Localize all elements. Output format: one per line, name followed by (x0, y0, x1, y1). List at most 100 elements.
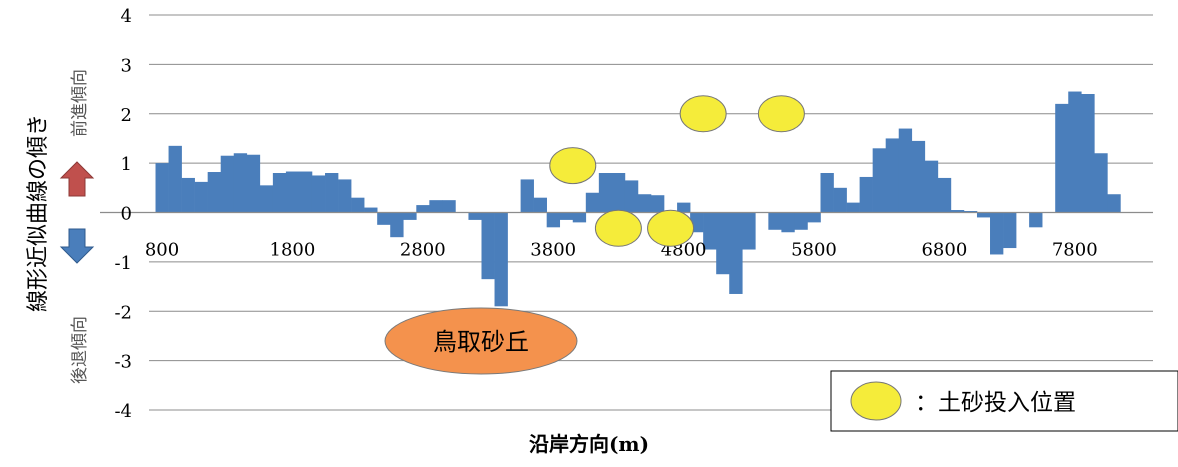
bar (194, 181, 208, 213)
bar (207, 172, 222, 213)
bar (520, 179, 534, 213)
dune-label: 鳥取砂丘 (433, 328, 529, 356)
bar (859, 176, 873, 213)
bar (820, 173, 834, 213)
bar (872, 148, 887, 213)
y-tick-label: 1 (121, 154, 132, 175)
bar (481, 212, 495, 280)
sand-marker (679, 95, 727, 133)
sand-marker (757, 95, 805, 133)
legend-label: ：土砂投入位置 (915, 390, 1076, 416)
bar (559, 212, 574, 220)
bar (494, 212, 508, 307)
x-tick-label: 2800 (400, 240, 446, 261)
bar (1107, 194, 1121, 213)
bar (794, 212, 808, 230)
bar (833, 187, 847, 213)
bar (1055, 103, 1069, 213)
bar (155, 163, 169, 213)
up-arrow-icon (59, 161, 95, 197)
legend-marker-icon (850, 381, 902, 421)
bar (976, 212, 991, 218)
advance-label: 前進傾向 (70, 69, 90, 137)
bar (807, 212, 821, 223)
bar (325, 173, 339, 213)
bar (624, 180, 639, 213)
bar (716, 212, 730, 275)
y-tick-label: -3 (114, 352, 132, 373)
bar (637, 194, 652, 213)
bar (572, 212, 587, 223)
bar (246, 154, 261, 213)
bar (403, 212, 417, 220)
bar (442, 200, 456, 213)
bar (220, 155, 235, 213)
sand-marker (594, 209, 642, 247)
bar (729, 212, 743, 294)
retreat-label: 後退傾向 (70, 316, 90, 384)
sand-marker (647, 209, 695, 247)
bar (742, 212, 756, 250)
y-tick-label: -1 (114, 253, 132, 274)
bar (351, 197, 365, 213)
y-tick-label: -4 (114, 401, 132, 422)
sand-marker (549, 147, 597, 185)
dune-ellipse (384, 307, 578, 375)
bar (285, 171, 300, 213)
bar (390, 212, 404, 238)
tottori-dune-callout: 鳥取砂丘 (384, 307, 578, 375)
bar (598, 173, 613, 213)
bar (429, 200, 443, 213)
y-tick-labels: 4 3 2 1 0 -1 -2 -3 -4 (114, 6, 132, 422)
bar (963, 211, 978, 213)
bar (1068, 91, 1082, 213)
y-axis-annotations: 線形近似曲線の傾き 前進傾向 後退傾向 (26, 69, 95, 384)
bar (338, 179, 352, 213)
bar (233, 153, 248, 213)
bar (1003, 212, 1017, 249)
bar (298, 171, 313, 213)
x-tick-label: 800 (145, 240, 179, 261)
bar (168, 145, 182, 213)
bar (611, 173, 626, 213)
bar (768, 212, 782, 230)
bar (1029, 212, 1043, 228)
x-tick-label: 1800 (270, 240, 316, 261)
y-tick-label: -2 (114, 302, 132, 323)
bar (924, 160, 939, 213)
bar (1094, 153, 1108, 213)
bar (651, 195, 665, 213)
x-tick-labels: 800 1800 2800 3800 4800 5800 6800 7800 (145, 240, 1098, 261)
bar-series (155, 91, 1121, 307)
bar (911, 140, 926, 213)
x-tick-label: 6800 (921, 240, 967, 261)
legend: ：土砂投入位置 (830, 370, 1178, 432)
x-tick-label: 3800 (530, 240, 576, 261)
y-tick-label: 2 (121, 105, 132, 126)
bar (416, 205, 430, 213)
y-tick-label: 3 (121, 55, 132, 76)
bar (272, 173, 287, 213)
bar (885, 138, 900, 213)
bar (846, 202, 860, 213)
down-arrow-icon (59, 228, 95, 264)
bar (377, 212, 391, 225)
x-axis-title: 沿岸方向(m) (529, 432, 649, 456)
sand-input-markers (549, 95, 805, 247)
bar (181, 177, 195, 213)
x-tick-label: 7800 (1052, 240, 1098, 261)
bar (364, 207, 378, 213)
bar (468, 212, 482, 220)
bar (937, 177, 952, 213)
bar (950, 210, 965, 213)
bar (585, 192, 600, 213)
bar (1081, 94, 1095, 213)
bar (677, 202, 691, 213)
y-tick-label: 0 (121, 204, 132, 225)
bar (311, 175, 326, 213)
bar (533, 197, 547, 213)
bar (703, 212, 717, 250)
y-axis-title: 線形近似曲線の傾き (26, 114, 51, 312)
